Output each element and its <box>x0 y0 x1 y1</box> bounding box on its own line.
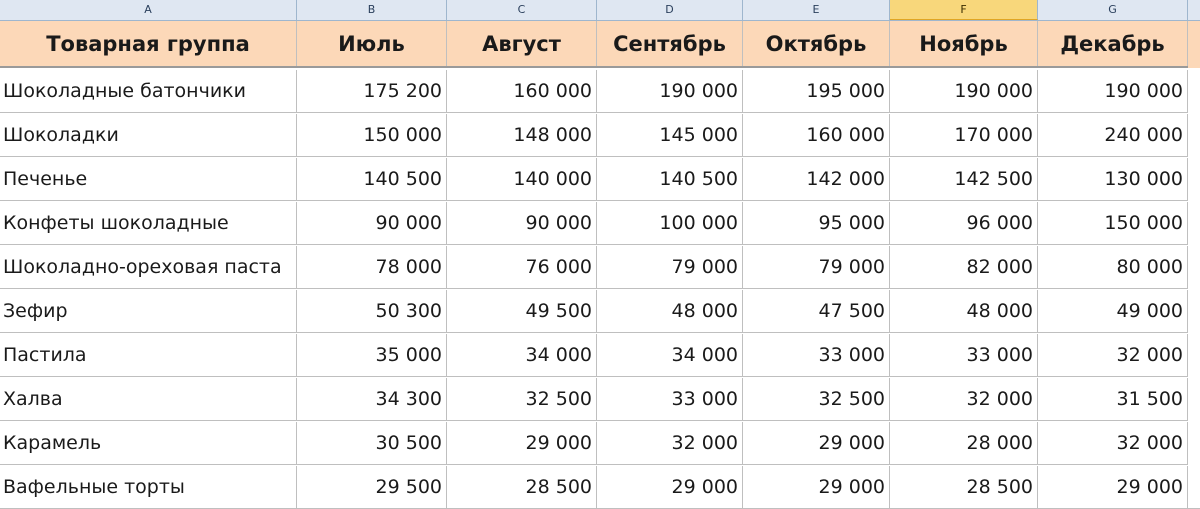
header-cell-july[interactable]: Июль <box>297 21 447 66</box>
product-name-cell[interactable]: Халва <box>0 378 297 420</box>
table-row: Зефир 50 300 49 500 48 000 47 500 48 000 49 00… <box>0 290 1200 333</box>
sales-value-cell[interactable]: 130 000 <box>1038 158 1188 200</box>
sales-value-cell[interactable]: 96 000 <box>890 202 1038 244</box>
next-column-edge <box>1188 0 1200 500</box>
sales-value-cell[interactable]: 31 500 <box>1038 378 1188 420</box>
sales-value-cell[interactable]: 160 000 <box>743 114 890 156</box>
product-name-cell[interactable]: Пастила <box>0 334 297 376</box>
table-row: Шоколадно-ореховая паста 78 000 76 000 79 0… <box>0 246 1200 289</box>
table-row: Халва 34 300 32 500 33 000 32 500 32 000 31 50… <box>0 378 1200 421</box>
sales-value-cell[interactable]: 34 000 <box>597 334 743 376</box>
sales-value-cell[interactable]: 32 000 <box>1038 334 1188 376</box>
sales-value-cell[interactable]: 175 200 <box>297 70 447 112</box>
sales-value-cell[interactable]: 82 000 <box>890 246 1038 288</box>
sales-value-cell[interactable]: 170 000 <box>890 114 1038 156</box>
sales-value-cell[interactable]: 30 500 <box>297 422 447 464</box>
header-cell-product-group[interactable]: Товарная группа <box>0 21 297 66</box>
product-name-cell[interactable]: Печенье <box>0 158 297 200</box>
product-name-cell[interactable]: Зефир <box>0 290 297 332</box>
column-header-b[interactable]: B <box>297 0 447 20</box>
sales-value-cell[interactable]: 78 000 <box>297 246 447 288</box>
table-row: Конфеты шоколадные 90 000 90 000 100 000 95 … <box>0 202 1200 245</box>
sales-value-cell[interactable]: 79 000 <box>743 246 890 288</box>
sales-value-cell[interactable]: 35 000 <box>297 334 447 376</box>
sales-value-cell[interactable]: 140 000 <box>447 158 597 200</box>
product-name-cell[interactable]: Шоколадно-ореховая паста <box>0 246 297 288</box>
sales-value-cell[interactable]: 28 500 <box>447 466 597 508</box>
sales-value-cell[interactable]: 32 000 <box>1038 422 1188 464</box>
table-row: Пастила 35 000 34 000 34 000 33 000 33 000 32 … <box>0 334 1200 377</box>
sales-value-cell[interactable]: 148 000 <box>447 114 597 156</box>
sales-value-cell[interactable]: 150 000 <box>1038 202 1188 244</box>
table-row: Карамель 30 500 29 000 32 000 29 000 28 000 32… <box>0 422 1200 465</box>
sales-value-cell[interactable]: 195 000 <box>743 70 890 112</box>
column-header-g[interactable]: G <box>1038 0 1188 20</box>
sales-value-cell[interactable]: 49 500 <box>447 290 597 332</box>
sales-value-cell[interactable]: 48 000 <box>597 290 743 332</box>
sales-value-cell[interactable]: 100 000 <box>597 202 743 244</box>
sales-value-cell[interactable]: 90 000 <box>447 202 597 244</box>
sales-value-cell[interactable]: 190 000 <box>890 70 1038 112</box>
sales-value-cell[interactable]: 95 000 <box>743 202 890 244</box>
sales-value-cell[interactable]: 140 500 <box>297 158 447 200</box>
sales-value-cell[interactable]: 47 500 <box>743 290 890 332</box>
sales-value-cell[interactable]: 29 000 <box>743 466 890 508</box>
header-cell-september[interactable]: Сентябрь <box>597 21 743 66</box>
sales-value-cell[interactable]: 160 000 <box>447 70 597 112</box>
column-header-a[interactable]: A <box>0 0 297 20</box>
sales-value-cell[interactable]: 48 000 <box>890 290 1038 332</box>
sales-value-cell[interactable]: 28 500 <box>890 466 1038 508</box>
sales-value-cell[interactable]: 240 000 <box>1038 114 1188 156</box>
column-header-f[interactable]: F <box>890 0 1038 20</box>
column-header-e[interactable]: E <box>743 0 890 20</box>
product-name-cell[interactable]: Конфеты шоколадные <box>0 202 297 244</box>
sales-value-cell[interactable]: 32 500 <box>447 378 597 420</box>
sales-value-cell[interactable]: 29 500 <box>297 466 447 508</box>
sales-value-cell[interactable]: 33 000 <box>597 378 743 420</box>
sales-value-cell[interactable]: 50 300 <box>297 290 447 332</box>
sales-value-cell[interactable]: 49 000 <box>1038 290 1188 332</box>
sales-value-cell[interactable]: 76 000 <box>447 246 597 288</box>
sales-value-cell[interactable]: 32 500 <box>743 378 890 420</box>
header-cell-august[interactable]: Август <box>447 21 597 66</box>
column-header-d[interactable]: D <box>597 0 743 20</box>
product-name-cell[interactable]: Шоколадки <box>0 114 297 156</box>
product-name-cell[interactable]: Вафельные торты <box>0 466 297 508</box>
sales-value-cell[interactable]: 90 000 <box>297 202 447 244</box>
sales-value-cell[interactable]: 34 300 <box>297 378 447 420</box>
sales-value-cell[interactable]: 190 000 <box>597 70 743 112</box>
sales-value-cell[interactable]: 150 000 <box>297 114 447 156</box>
header-cell-december[interactable]: Декабрь <box>1038 21 1188 66</box>
sales-value-cell[interactable]: 32 000 <box>597 422 743 464</box>
sales-value-cell[interactable]: 142 000 <box>743 158 890 200</box>
sales-value-cell[interactable]: 29 000 <box>743 422 890 464</box>
sales-value-cell[interactable]: 140 500 <box>597 158 743 200</box>
sales-value-cell[interactable]: 145 000 <box>597 114 743 156</box>
column-header-bar: A B C D E F G <box>0 0 1200 21</box>
sales-value-cell[interactable]: 29 000 <box>1038 466 1188 508</box>
table-row: Шоколадные батончики 175 200 160 000 190 00… <box>0 70 1200 113</box>
sales-value-cell[interactable]: 142 500 <box>890 158 1038 200</box>
sales-value-cell[interactable]: 80 000 <box>1038 246 1188 288</box>
table-row: Печенье 140 500 140 000 140 500 142 000 142 5… <box>0 158 1200 201</box>
header-cell-october[interactable]: Октябрь <box>743 21 890 66</box>
sales-value-cell[interactable]: 29 000 <box>597 466 743 508</box>
header-cell-november[interactable]: Ноябрь <box>890 21 1038 66</box>
sales-value-cell[interactable]: 33 000 <box>743 334 890 376</box>
table-header-row: Товарная группа Июль Август Сентябрь Окт… <box>0 21 1200 68</box>
sales-value-cell[interactable]: 34 000 <box>447 334 597 376</box>
sales-value-cell[interactable]: 28 000 <box>890 422 1038 464</box>
table-row: Вафельные торты 29 500 28 500 29 000 29 000 2… <box>0 466 1200 509</box>
sales-value-cell[interactable]: 33 000 <box>890 334 1038 376</box>
sales-value-cell[interactable]: 79 000 <box>597 246 743 288</box>
sales-value-cell[interactable]: 32 000 <box>890 378 1038 420</box>
table-row: Шоколадки 150 000 148 000 145 000 160 000 170… <box>0 114 1200 157</box>
sales-value-cell[interactable]: 29 000 <box>447 422 597 464</box>
column-header-c[interactable]: C <box>447 0 597 20</box>
product-name-cell[interactable]: Шоколадные батончики <box>0 70 297 112</box>
sales-value-cell[interactable]: 190 000 <box>1038 70 1188 112</box>
product-name-cell[interactable]: Карамель <box>0 422 297 464</box>
